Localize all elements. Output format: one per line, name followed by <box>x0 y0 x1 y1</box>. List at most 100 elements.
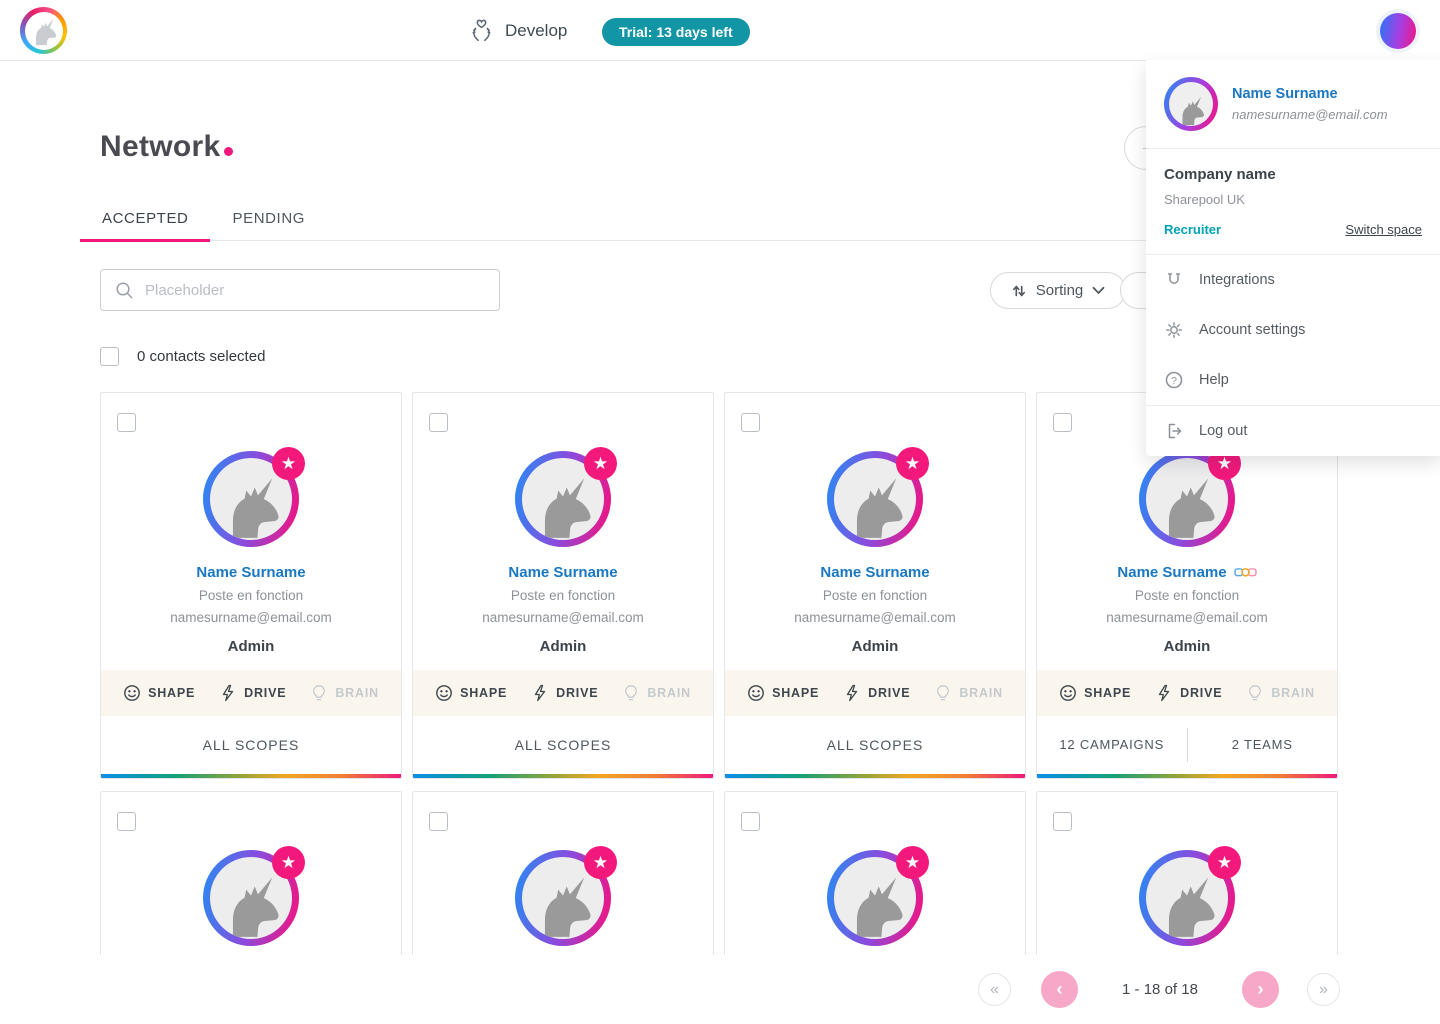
next-page-button[interactable]: › <box>1242 971 1279 1008</box>
contact-name[interactable]: Name Surname <box>1117 564 1227 581</box>
user-avatar-button[interactable] <box>1380 13 1416 49</box>
rainbow-bar <box>1037 774 1337 778</box>
shape-badge: SHAPE <box>123 684 195 702</box>
menu-item-integrations[interactable]: Integrations <box>1146 255 1440 305</box>
develop-label: Develop <box>505 20 568 40</box>
drive-badge: DRIVE <box>531 684 598 702</box>
contact-avatar: ★ <box>1139 447 1241 547</box>
sorting-label: Sorting <box>1035 282 1084 299</box>
contact-checkbox[interactable] <box>1053 812 1072 831</box>
contact-avatar: ★ <box>827 846 929 946</box>
footer-divider <box>1186 727 1188 762</box>
shape-badge: SHAPE <box>1059 684 1131 702</box>
contact-checkbox[interactable] <box>429 413 448 432</box>
switch-space-link[interactable]: Switch space <box>1345 222 1422 237</box>
menu-item-log-out[interactable]: Log out <box>1146 406 1440 456</box>
rainbow-bar <box>725 774 1025 778</box>
contact-checkbox[interactable] <box>741 413 760 432</box>
contact-name[interactable]: Name Surname <box>196 564 306 581</box>
magnet-icon <box>1167 273 1181 284</box>
previous-page-button[interactable]: ‹ <box>1041 971 1078 1008</box>
teams-count[interactable]: 2 TEAMS <box>1231 737 1293 752</box>
star-badge-icon: ★ <box>896 447 929 480</box>
star-badge-icon: ★ <box>272 846 305 879</box>
contact-email: namesurname@email.com <box>1106 610 1268 625</box>
page-title: Network <box>100 130 234 164</box>
pagination-bar: « ‹ 1 - 18 of 18 › » <box>0 955 1440 1024</box>
drive-badge: DRIVE <box>1155 684 1222 702</box>
chevron-down-icon <box>1092 286 1105 295</box>
app-logo[interactable] <box>20 7 67 54</box>
smiley-icon <box>436 685 452 701</box>
lightning-icon <box>1158 684 1170 702</box>
star-badge-icon: ★ <box>272 447 305 480</box>
menu-item-account-settings[interactable]: Account settings <box>1146 305 1440 355</box>
menu-user-section: Name Surname namesurname@email.com <box>1146 60 1440 148</box>
gear-icon <box>1166 322 1182 338</box>
contact-role: Admin <box>539 638 587 655</box>
campaigns-count[interactable]: 12 CAMPAIGNS <box>1059 737 1165 752</box>
develop-nav[interactable]: Develop <box>468 0 567 61</box>
card-footer[interactable]: ALL SCOPES <box>826 736 924 753</box>
contact-role: Admin <box>851 638 899 655</box>
select-all-checkbox[interactable] <box>100 347 119 366</box>
search-icon <box>116 281 133 299</box>
lightbulb-icon <box>625 685 638 701</box>
contact-checkbox[interactable] <box>429 812 448 831</box>
tab-pending[interactable]: PENDING <box>232 210 306 227</box>
company-label: Company name <box>1164 166 1276 183</box>
lightbulb-icon <box>937 685 950 701</box>
drive-badge: DRIVE <box>219 684 286 702</box>
contact-checkbox[interactable] <box>741 812 760 831</box>
sorting-dropdown[interactable]: Sorting <box>990 272 1126 309</box>
selection-count: 0 contacts selected <box>137 348 266 365</box>
traits-strip: SHAPE DRIVE BRAIN <box>1037 670 1337 716</box>
first-page-button[interactable]: « <box>978 973 1011 1006</box>
card-footer[interactable]: 12 CAMPAIGNS 2 TEAMS <box>1037 715 1337 774</box>
user-dropdown-menu: Name Surname namesurname@email.com Compa… <box>1146 60 1440 456</box>
search-input[interactable] <box>145 281 485 299</box>
brain-badge: BRAIN <box>310 684 379 702</box>
last-page-button[interactable]: » <box>1307 973 1340 1006</box>
title-dot <box>224 147 234 156</box>
role-link[interactable]: Recruiter <box>1164 222 1222 237</box>
star-badge-icon: ★ <box>896 846 929 879</box>
contact-card[interactable]: ★ Name Surname Poste en fonction namesur… <box>100 392 402 779</box>
tab-accepted[interactable]: ACCEPTED <box>79 204 212 242</box>
contact-checkbox[interactable] <box>1053 413 1072 432</box>
menu-company-section: Company name Sharepool UK Recruiter Swit… <box>1146 149 1440 254</box>
smiley-icon <box>1060 685 1076 701</box>
contact-card[interactable]: ★ Name Surname Poste en fonction namesur… <box>412 392 714 779</box>
contact-name[interactable]: Name Surname <box>820 564 930 581</box>
hands-heart-icon <box>472 19 491 42</box>
traits-strip: SHAPE DRIVE BRAIN <box>413 670 713 716</box>
card-footer[interactable]: ALL SCOPES <box>514 736 612 753</box>
contact-card[interactable]: ★ Name Surname Poste en fonction namesur… <box>724 392 1026 779</box>
drive-badge: DRIVE <box>843 684 910 702</box>
menu-user-email: namesurname@email.com <box>1232 107 1388 122</box>
rainbow-bar <box>101 774 401 778</box>
contact-card[interactable]: ★ Name Surname Poste en fonction namesur… <box>1036 392 1338 779</box>
lightbulb-icon <box>313 685 326 701</box>
handshake-icon <box>1233 568 1257 577</box>
network-tabs: ACCEPTED PENDING <box>79 204 1440 242</box>
contact-email: namesurname@email.com <box>170 610 332 625</box>
lightning-icon <box>222 684 234 702</box>
star-badge-icon: ★ <box>1208 846 1241 879</box>
contact-title: Poste en fonction <box>510 588 616 603</box>
contacts-grid: ★ Name Surname Poste en fonction namesur… <box>100 392 1338 1024</box>
card-footer[interactable]: ALL SCOPES <box>202 736 300 753</box>
trial-badge: Trial: 13 days left <box>602 18 750 46</box>
contact-email: namesurname@email.com <box>482 610 644 625</box>
svg-text:?: ? <box>1171 375 1177 387</box>
rainbow-bar <box>413 774 713 778</box>
contact-avatar: ★ <box>515 846 617 946</box>
contact-checkbox[interactable] <box>117 413 136 432</box>
contact-checkbox[interactable] <box>117 812 136 831</box>
company-name: Sharepool UK <box>1164 192 1245 207</box>
menu-item-help[interactable]: ? Help <box>1146 355 1440 405</box>
contact-name[interactable]: Name Surname <box>508 564 618 581</box>
contact-title: Poste en fonction <box>198 588 304 603</box>
brain-badge: BRAIN <box>1246 684 1315 702</box>
